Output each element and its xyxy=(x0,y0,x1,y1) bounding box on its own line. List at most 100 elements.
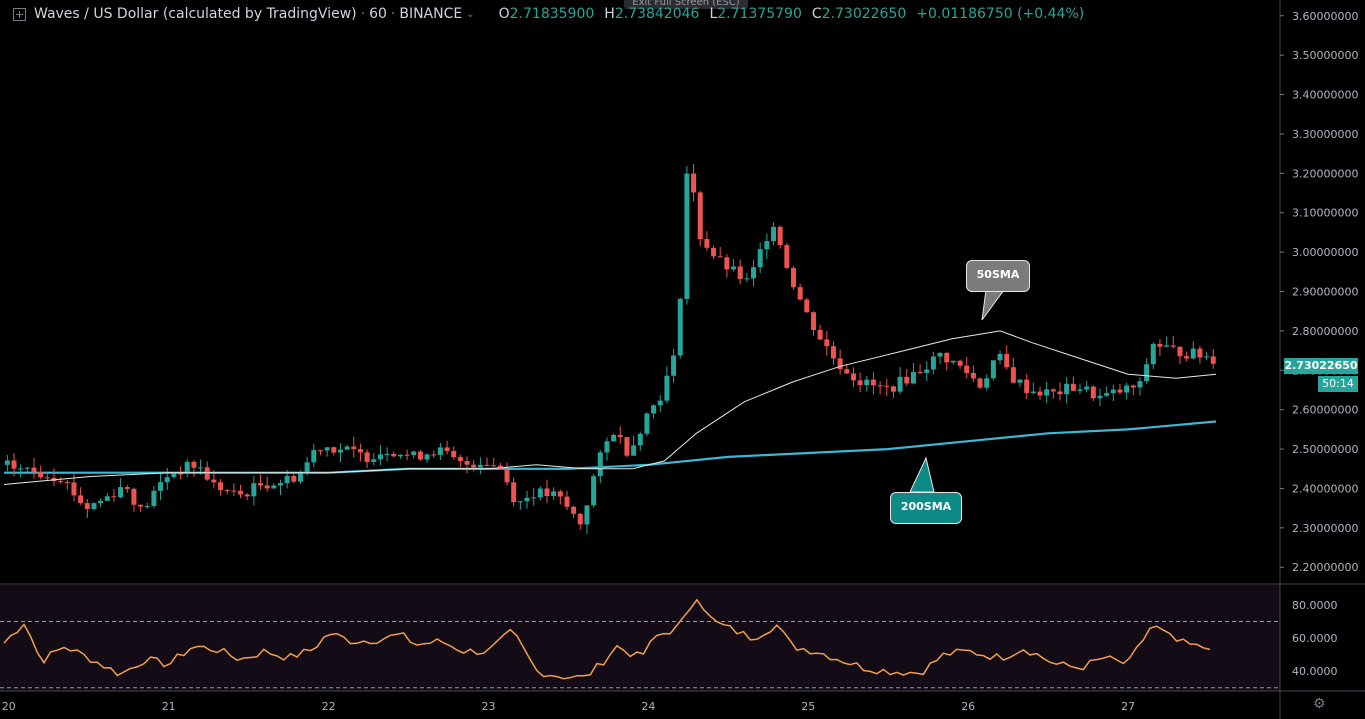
gear-icon[interactable]: ⚙ xyxy=(1313,696,1326,712)
price-tick-label: 3.20000000 xyxy=(1292,167,1358,180)
candle-body xyxy=(131,488,137,505)
candle-body xyxy=(644,413,650,434)
candle-body xyxy=(711,247,717,257)
candle-body xyxy=(291,475,297,482)
price-tick-label: 2.40000000 xyxy=(1292,482,1358,495)
candle-body xyxy=(491,465,497,467)
candle-body xyxy=(671,355,677,376)
candle-body xyxy=(184,461,190,474)
candle-body xyxy=(731,266,737,270)
candle-body xyxy=(1097,395,1103,399)
candle-body xyxy=(391,453,397,457)
candlestick-series xyxy=(4,164,1216,535)
candle-body xyxy=(531,497,537,499)
candle-body xyxy=(231,490,237,492)
sma50-path xyxy=(3,330,1217,485)
candle-body xyxy=(884,385,890,387)
candle-body xyxy=(850,373,856,381)
rsi-pane xyxy=(0,598,1280,689)
candle-body xyxy=(1104,393,1110,396)
candle-body xyxy=(837,358,843,370)
candle-body xyxy=(457,457,463,461)
candle-body xyxy=(777,226,783,246)
candle-body xyxy=(444,447,450,451)
candle-body xyxy=(977,378,983,388)
candle-body xyxy=(857,380,863,386)
exit-fullscreen-button[interactable]: Exit Full Screen (ESC) xyxy=(624,0,748,9)
separator-dot: · xyxy=(390,6,396,22)
candle-body xyxy=(1124,385,1130,393)
candle-body xyxy=(324,447,330,451)
candle-body xyxy=(537,488,543,498)
candle-body xyxy=(897,376,903,392)
candle-body xyxy=(1144,364,1150,382)
rsi-tick-label: 60.0000 xyxy=(1292,632,1338,645)
candle-body xyxy=(118,487,124,498)
time-tick-label: 21 xyxy=(162,700,176,713)
candle-body xyxy=(990,360,996,379)
candle-body xyxy=(404,454,410,456)
candle-body xyxy=(784,245,790,268)
expand-icon[interactable] xyxy=(13,7,26,21)
candle-body xyxy=(997,353,1003,361)
candle-body xyxy=(1084,386,1090,390)
low-value: 2.71375790 xyxy=(717,6,802,22)
candle-body xyxy=(297,473,303,482)
price-tick-label: 3.00000000 xyxy=(1292,246,1358,259)
time-tick-label: 26 xyxy=(961,700,975,713)
candle-body xyxy=(1150,343,1156,365)
candle-body xyxy=(1157,343,1163,347)
candle-body xyxy=(1177,346,1183,357)
candle-body xyxy=(751,267,757,279)
candle-body xyxy=(577,513,583,525)
candle-body xyxy=(564,496,570,507)
time-tick-label: 27 xyxy=(1121,700,1135,713)
separator-dot: · xyxy=(360,6,366,22)
candle-body xyxy=(624,437,630,456)
candle-body xyxy=(557,491,563,497)
candle-body xyxy=(377,454,383,460)
candle-body xyxy=(904,376,910,384)
candle-body xyxy=(164,477,170,483)
candle-body xyxy=(890,386,896,392)
candle-body xyxy=(331,447,337,453)
candle-body xyxy=(151,490,157,507)
candle-body xyxy=(877,385,883,387)
candle-body xyxy=(984,378,990,388)
candle-body xyxy=(744,278,750,280)
candle-body xyxy=(171,473,177,478)
candle-body xyxy=(1117,389,1123,393)
symbol-title[interactable]: Waves / US Dollar (calculated by Trading… xyxy=(34,6,357,22)
time-tick-label: 20 xyxy=(2,700,16,713)
candle-body xyxy=(71,482,77,496)
candle-body xyxy=(571,506,577,514)
interval-label[interactable]: 60 xyxy=(369,6,387,22)
candle-body xyxy=(384,453,390,455)
candle-body xyxy=(651,405,657,414)
sma50-line xyxy=(3,330,1217,485)
candle-body xyxy=(24,467,30,469)
candle-body xyxy=(1010,367,1016,383)
candle-body xyxy=(724,257,730,270)
candle-body xyxy=(224,490,230,492)
candle-body xyxy=(64,482,70,484)
candle-body xyxy=(451,450,457,458)
chevron-down-icon[interactable]: ⌄ xyxy=(466,8,475,20)
price-tick-label: 3.30000000 xyxy=(1292,128,1358,141)
candle-body xyxy=(824,339,830,347)
exchange-label: BINANCE xyxy=(399,6,463,22)
candle-body xyxy=(631,445,637,456)
candle-body xyxy=(771,226,777,242)
candle-body xyxy=(611,434,617,442)
candle-body xyxy=(1077,389,1083,391)
sma200-callout: 200SMA xyxy=(890,492,962,524)
bar-countdown-badge: 50:14 xyxy=(1318,376,1358,392)
candle-body xyxy=(551,491,557,497)
candle-body xyxy=(817,329,823,340)
candle-body xyxy=(511,482,517,503)
candle-body xyxy=(1050,389,1056,392)
time-tick-label: 22 xyxy=(322,700,336,713)
candle-body xyxy=(124,487,130,489)
